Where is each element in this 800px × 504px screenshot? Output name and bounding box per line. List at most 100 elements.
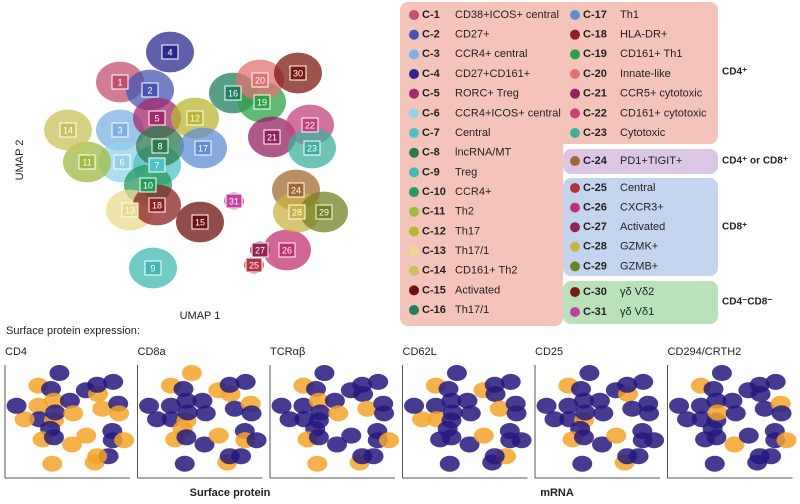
legend-id: C-24 [583,155,608,167]
cluster-label: 18 [152,200,162,210]
cluster-label-box [121,202,139,218]
expression-blob [177,404,198,421]
expression-blob [341,427,362,444]
legend-label: CD161+ Th2 [455,265,517,277]
panel-title: CD4 [5,346,27,358]
legend-group-label: CD4⁻CD8⁻ [722,297,773,308]
legend-id: C-30 [583,286,607,298]
legend-id: C-19 [583,48,607,60]
legend-id: C-29 [583,260,607,272]
cluster-label: 5 [154,113,159,123]
legend-label: Central [620,182,655,194]
cluster-label-box [224,85,242,101]
legend-label: Th1 [620,9,639,21]
legend-dot [409,49,419,60]
expression-blob [87,448,108,465]
expression-blob [459,436,480,453]
legend-label: CD27+CD161+ [455,68,530,80]
cluster-label-box [278,242,296,258]
footer-right: mRNA [540,487,574,499]
expression-blob [219,376,240,393]
cluster-label: 21 [267,132,277,142]
expression-blob [669,397,690,414]
legend-label: γδ Vδ2 [620,286,654,298]
expression-blob [725,405,746,422]
legend-dot [570,88,580,99]
cluster-label-box [288,204,306,220]
expression-blob [327,436,347,453]
legend-label: RORC+ Treg [455,88,519,100]
legend-id: C-17 [583,9,607,21]
expression-blob [575,404,596,421]
expression-blob [45,404,66,421]
expression-blob [59,392,80,409]
cluster-label: 2 [147,85,152,95]
expression-blob [489,400,510,417]
expression-blob [76,427,97,444]
cluster-label: 17 [198,143,208,153]
legend-dot [570,128,580,139]
expression-blob [241,405,262,422]
legend-id: C-27 [583,221,607,233]
cluster-label-box [151,138,169,154]
panel-title: TCRαβ [270,346,305,358]
legend: CD4⁺ CD4⁺ or CD8⁺ CD8⁺ CD4⁻CD8⁻ C-1 CD38+ICOS… [400,2,788,326]
expression-blob [706,429,727,446]
legend-dot [409,167,419,178]
expression-blob [28,397,49,414]
expression-blob [412,411,433,428]
expression-blob [368,373,389,390]
expression-blob [374,405,395,422]
legend-id: C-7 [422,127,440,139]
expression-blob [109,405,130,422]
legend-label: CCR4+ICOS+ central [455,107,561,119]
cluster-label-box [191,214,209,230]
legend-dot [570,307,580,317]
legend-id: C-16 [422,304,446,316]
expression-blob [308,429,329,446]
legend-label: CCR5+ cytotoxic [620,88,703,100]
expression-blob [43,429,64,446]
expression-blob [425,397,446,414]
legend-label: CCR4+ central [455,48,527,60]
expression-blob [639,405,660,422]
expression-blob [357,400,378,417]
expression-blob [460,405,481,422]
expression-blob [63,405,84,422]
expression-blob [579,365,600,382]
expression-blob [484,376,505,393]
cluster-label: 27 [255,245,265,255]
expression-blob [724,436,745,453]
expression-blob [473,427,494,444]
legend-id: C-1 [422,9,440,21]
legend-id: C-10 [422,186,446,198]
expression-blob [43,392,64,409]
expression-blob [224,400,245,417]
expression-blob [506,405,527,422]
panel-title: CD62L [403,346,437,358]
expression-blob [446,365,467,382]
cluster-label-box [78,154,96,170]
expression-blob [457,392,478,409]
cluster-label: 22 [305,120,315,130]
surface-panels: CD4 CD8a TCRαβ CD62L CD25 CD294/CRTH2 [4,346,797,479]
umap-x-label: UMAP 1 [180,310,221,322]
legend-dot [570,49,580,60]
cluster-label: 14 [63,125,73,135]
expression-blob [181,365,202,382]
cluster-label-box [161,44,179,60]
expression-blob [644,432,665,449]
cluster-label-box [287,182,305,198]
legend-dot [570,287,580,297]
expression-blob [765,373,786,390]
legend-group-label: CD4⁺ [722,67,747,78]
legend-dot [409,206,419,217]
legend-id: C-2 [422,29,440,41]
expression-blob [42,455,63,472]
expression-blob [176,429,197,446]
cluster-label-box [186,110,204,126]
expression-blob [271,397,292,414]
legend-label: HLA-DR+ [620,29,667,41]
expression-blob [49,365,70,382]
